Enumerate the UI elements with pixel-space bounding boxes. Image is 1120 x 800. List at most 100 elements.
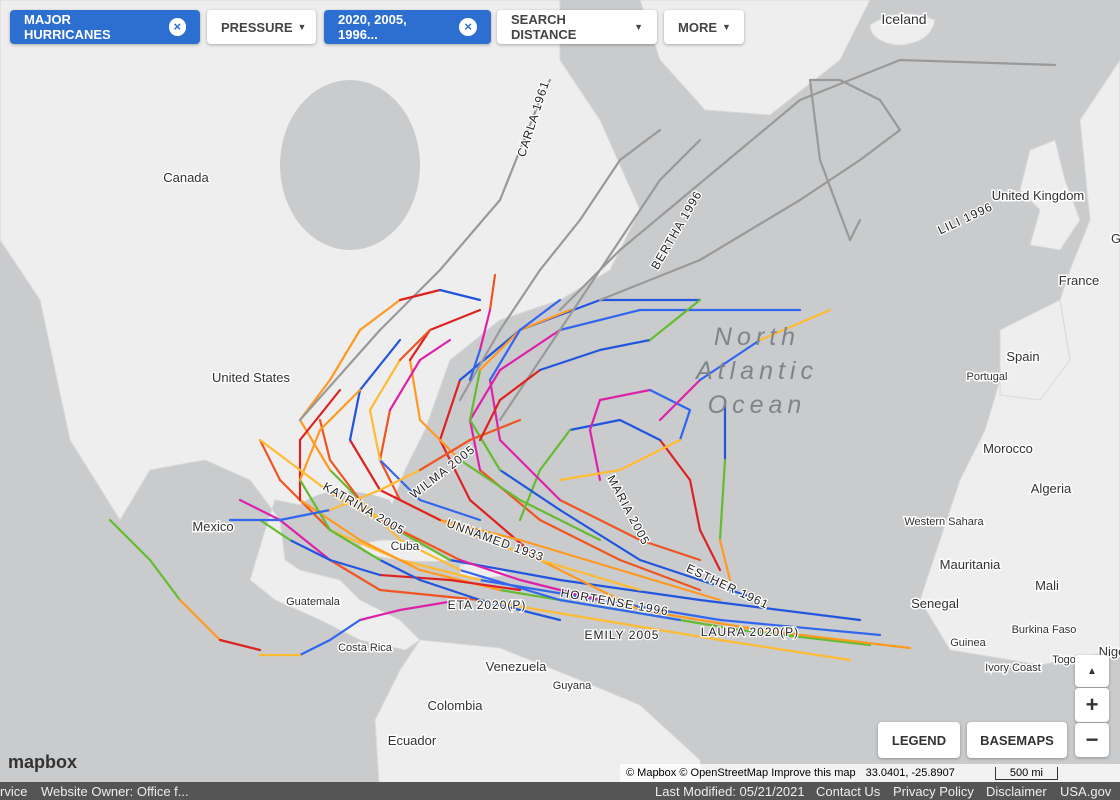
track-segment [438,518,522,542]
track-segment [328,488,382,512]
track-segment [518,298,562,332]
track-segment [648,298,702,342]
track-segment [638,608,762,632]
track-segment [518,308,572,332]
track-segment [758,628,912,650]
track-segment [558,598,682,622]
footer-link: Last Modified: 05/21/2021 [655,784,805,799]
track-segment [448,578,522,592]
footer-link[interactable]: Privacy Policy [893,784,974,799]
track-segment [388,358,422,412]
track-segment [638,558,762,602]
track-segment [438,378,462,442]
track-segment [858,128,902,162]
track-segment [798,158,862,202]
filter-button[interactable]: MORE ▼ [664,10,744,44]
caret: ▼ [722,22,731,32]
track-segment [658,438,692,482]
storm-label: LAURA 2020(P) [701,625,799,639]
track-segment [328,328,362,382]
track-segment [638,538,702,562]
track-segment [338,498,382,522]
filter-button[interactable]: PRESSURE ▼ [207,10,316,44]
track-segment [378,518,422,542]
filter-label: SEARCH DISTANCE [511,12,577,42]
footer-link[interactable]: Website Owner: Office f... [41,784,189,799]
basemaps-button[interactable]: BASEMAPS [967,722,1067,758]
storm-label: HORTENSE 1996 [560,586,670,619]
zoom-in[interactable]: + [1075,688,1109,722]
track-segment [378,268,442,332]
track-segment [558,508,642,562]
footer-link[interactable]: rvice [0,784,28,799]
filter-button[interactable]: MAJOR HURRICANES × [10,10,200,44]
place-label: Morocco [983,441,1033,456]
track-segment [538,518,622,562]
filter-label: MORE [678,19,717,35]
credits[interactable]: © Mapbox © OpenStreetMap Improve this ma… [626,767,856,779]
track-segment [618,568,722,602]
track-segment [538,428,572,472]
track-segment [658,378,702,422]
track-segment [408,358,422,422]
legend-button[interactable]: LEGEND [878,722,960,758]
track-segment [818,158,852,242]
clear-icon[interactable]: × [459,18,477,36]
filter-button[interactable]: 2020, 2005, 1996... × [324,10,491,44]
mapbox-logo: mapbox [8,752,78,772]
track-segment [558,468,622,482]
footer-link[interactable]: USA.gov [1060,784,1112,799]
track-segment [498,368,542,402]
track-segment [698,528,722,572]
place-label: Mauritania [940,557,1001,572]
track-segment [458,458,522,502]
track-segment [478,308,492,352]
track-segment [598,388,652,402]
track-segment [458,328,502,402]
track-segment [678,148,742,202]
track-segment [108,518,152,562]
place-label: Guatemala [286,596,341,608]
track-segment [468,348,482,382]
place-label: Iceland [881,11,926,27]
place-label: Senegal [911,596,959,611]
track-segment [678,408,692,442]
track-segment [618,438,682,472]
place-label: Costa Rica [338,642,393,654]
footer-link[interactable]: Contact Us [816,784,881,799]
track-segment [358,538,422,572]
track-segment [418,578,482,602]
track-segment [618,178,662,242]
filter-label: MAJOR HURRICANES [24,12,111,42]
track-segment [538,218,582,272]
track-segment [298,388,342,442]
track-segment [538,298,582,362]
track-segment [378,468,422,492]
track-segment [318,388,362,432]
track-segment [478,398,502,442]
track-segment [468,418,522,442]
place-label: Ivory Coast [985,662,1041,674]
track-segment [458,558,522,582]
track-segment [558,498,642,542]
place-label: Guinea [950,637,986,649]
place-label: Burkina Faso [1012,624,1077,636]
clear-icon[interactable]: × [168,18,186,36]
track-segment [478,328,522,372]
track-segment [148,558,182,602]
track-segment [488,328,522,382]
compass[interactable]: ▲ [1075,655,1109,687]
track-segment [698,598,862,622]
track-segment [518,468,542,522]
track-segment [298,478,332,532]
track-segment [368,408,382,462]
track-segment [598,258,702,302]
track-segment [358,608,402,622]
footer-link[interactable]: Disclaimer [986,784,1047,799]
track-segment [468,368,502,422]
filter-label: 2020, 2005, 1996... [338,12,407,42]
filter-button[interactable]: SEARCH DISTANCE ▼ [497,10,657,44]
zoom-out[interactable]: − [1075,723,1109,757]
track-segment [478,598,562,622]
